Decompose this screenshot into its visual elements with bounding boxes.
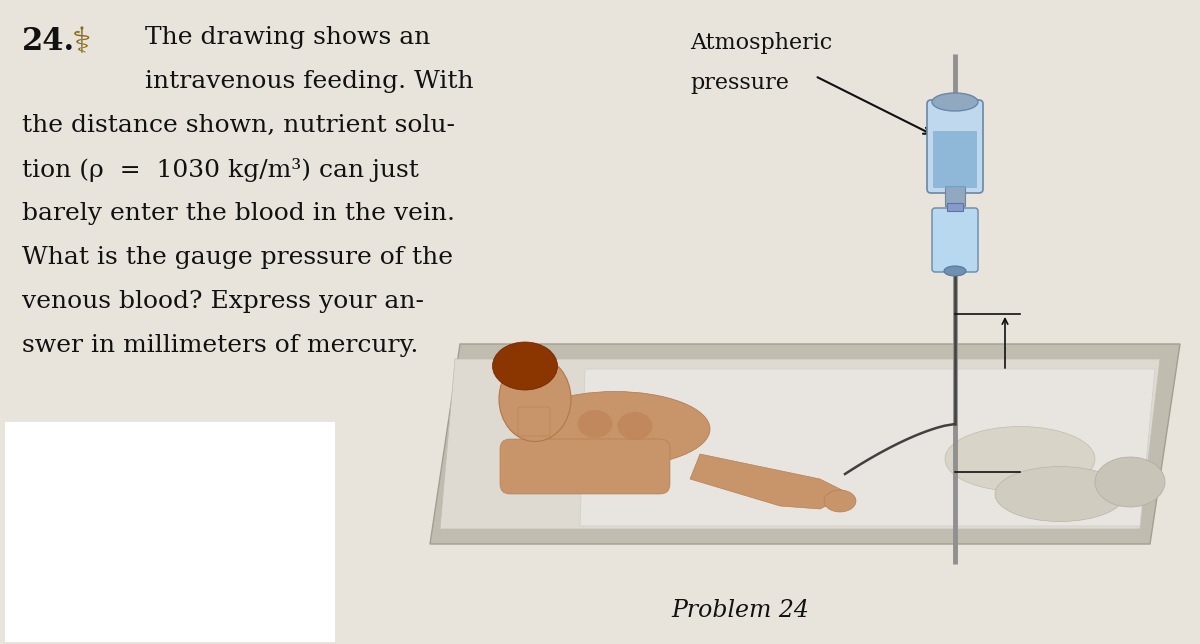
Text: venous blood? Express your an-: venous blood? Express your an- (22, 290, 424, 313)
Text: tion (ρ  =  1030 kg/m³) can just: tion (ρ = 1030 kg/m³) can just (22, 158, 419, 182)
Text: ⚕: ⚕ (72, 26, 91, 60)
Bar (5, 422, 335, 642)
Text: 24.: 24. (22, 26, 76, 57)
Ellipse shape (618, 412, 653, 440)
FancyBboxPatch shape (518, 407, 550, 436)
Bar (946, 186, 965, 206)
Text: intravenous feeding. With: intravenous feeding. With (145, 70, 474, 93)
Bar (947, 203, 964, 211)
Polygon shape (690, 454, 850, 509)
Text: The drawing shows an: The drawing shows an (145, 26, 431, 49)
Ellipse shape (499, 357, 571, 442)
Bar (355, 0, 1200, 644)
Text: Atmospheric: Atmospheric (690, 32, 833, 54)
Ellipse shape (520, 392, 710, 466)
FancyBboxPatch shape (928, 100, 983, 193)
Text: the distance shown, nutrient solu-: the distance shown, nutrient solu- (22, 114, 455, 137)
Text: Problem 24: Problem 24 (671, 599, 809, 622)
Text: barely enter the blood in the vein.: barely enter the blood in the vein. (22, 202, 455, 225)
Polygon shape (430, 344, 1180, 544)
Ellipse shape (932, 93, 978, 111)
Polygon shape (440, 359, 1160, 529)
Polygon shape (580, 369, 1154, 526)
Text: 0.610 m: 0.610 m (1018, 382, 1109, 404)
Ellipse shape (577, 410, 612, 438)
Ellipse shape (492, 342, 558, 390)
FancyBboxPatch shape (932, 208, 978, 272)
FancyBboxPatch shape (934, 131, 977, 188)
Ellipse shape (995, 466, 1126, 522)
Text: pressure: pressure (690, 72, 788, 94)
Ellipse shape (824, 490, 856, 512)
Ellipse shape (944, 266, 966, 276)
Ellipse shape (1096, 457, 1165, 507)
Text: What is the gauge pressure of the: What is the gauge pressure of the (22, 246, 454, 269)
Ellipse shape (946, 426, 1096, 491)
Text: swer in millimeters of mercury.: swer in millimeters of mercury. (22, 334, 419, 357)
FancyBboxPatch shape (500, 439, 670, 494)
